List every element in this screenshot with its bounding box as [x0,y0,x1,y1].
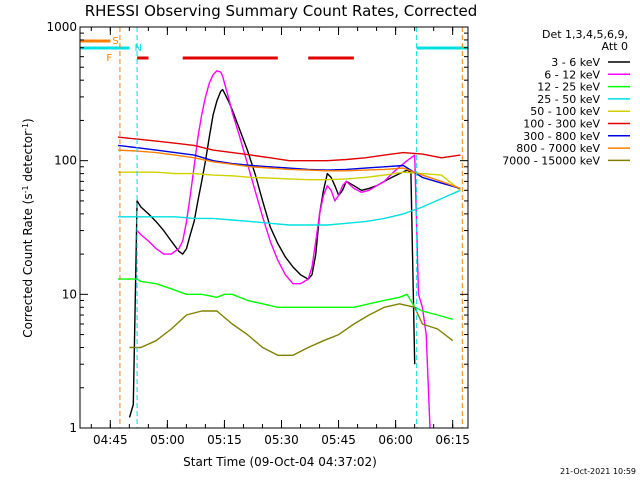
x-tick-label-0: 04:45 [93,433,128,447]
x-tick-label-4: 05:45 [321,433,356,447]
y-axis-label-sup2: -1 [21,123,30,131]
axes-layer: 1 10 100 1000 04:45 05:00 05:15 05:30 05:45 06:00… [46,20,470,447]
night-flag-label: N [134,43,141,54]
series-line-8 [129,303,454,356]
y-axis-label-mid: detector [21,131,35,186]
series-line-6 [117,144,461,190]
legend-label-1: 6 - 12 keV [544,68,600,81]
flare-flag-label: F [106,53,112,64]
legend-label-7: 800 - 7000 keV [516,142,600,155]
generation-timestamp: 21-Oct-2021 10:59 [560,467,636,476]
x-tick-label-5: 06:00 [378,433,413,447]
legend-label-5: 100 - 300 keV [523,118,600,131]
x-tick-label-1: 05:00 [150,433,185,447]
chart-title: RHESSI Observing Summary Count Rates, Co… [85,2,478,20]
y-tick-label-0: 1 [69,421,77,435]
y-axis-label-end: ) [21,118,35,123]
y-axis-label: Corrected Count Rate (s-1 detector-1) [21,118,36,337]
series-line-3 [118,189,461,226]
saa-flag-label: S [112,36,118,47]
x-tick-label-2: 05:15 [207,433,242,447]
y-tick-label-1: 10 [62,287,77,301]
legend-header-line-2: Att 0 [602,40,628,53]
legend-label-0: 3 - 6 keV [551,56,600,69]
legend-label-3: 25 - 50 keV [537,93,600,106]
plot-area [80,27,468,428]
legend-label-2: 12 - 25 keV [537,81,600,94]
y-tick-label-3: 1000 [46,20,77,34]
series-line-0 [128,88,416,418]
plot-background [80,27,468,428]
x-axis-label: Start Time (09-Oct-04 04:37:02) [183,455,377,469]
legend-label-8: 7000 - 15000 keV [502,154,600,167]
flag-layer: S N F [80,27,468,428]
y-axis-label-sup1: -1 [21,185,30,193]
series-layer [117,70,461,429]
x-tick-label-6: 06:15 [435,433,470,447]
series-line-5 [117,136,461,162]
y-axis-label-main: Corrected Count Rate (s [21,193,35,337]
series-line-7 [117,149,461,190]
legend-header-line-1: Det 1,3,4,5,6,9, [542,28,628,41]
y-tick-label-2: 100 [54,154,77,168]
series-line-4 [118,171,461,191]
series-line-1 [136,70,431,429]
x-tick-label-3: 05:30 [264,433,299,447]
plot-frame [79,26,469,429]
legend-label-6: 300 - 800 keV [523,130,600,143]
legend-label-4: 50 - 100 keV [530,105,600,118]
series-line-2 [118,278,453,320]
